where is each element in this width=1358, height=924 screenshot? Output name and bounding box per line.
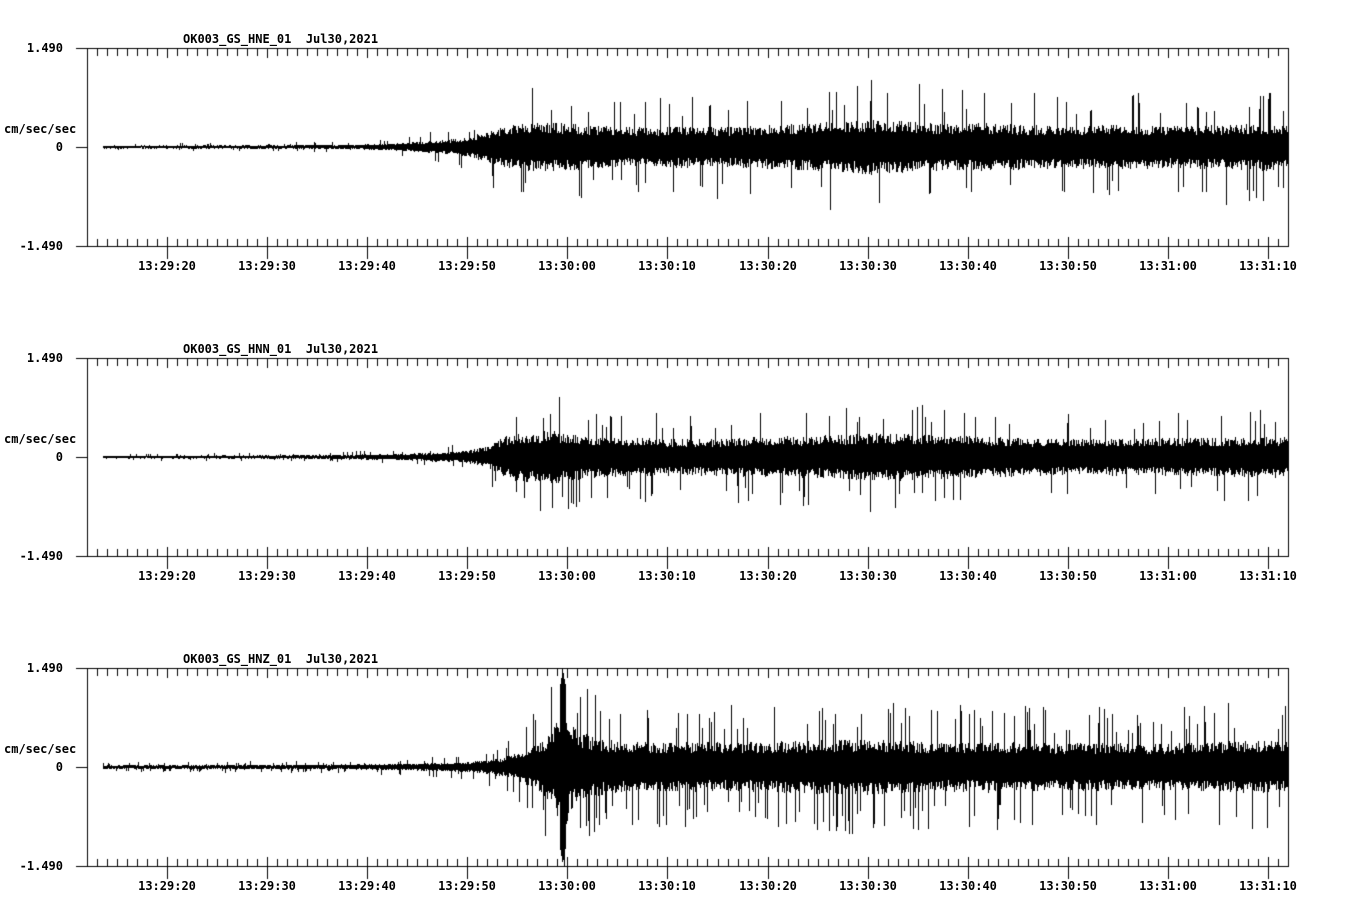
y-zero-label: 0 bbox=[55, 140, 63, 154]
y-zero-label: 0 bbox=[55, 760, 63, 774]
x-tick-label: 13:29:50 bbox=[438, 569, 496, 583]
panel-title: OK003_GS_HNE_01 Jul30,2021 bbox=[183, 32, 379, 46]
x-tick-label: 13:31:10 bbox=[1239, 569, 1297, 583]
x-tick-label: 13:29:40 bbox=[338, 879, 396, 893]
x-tick-label: 13:30:30 bbox=[839, 569, 897, 583]
y-max-label: 1.490 bbox=[26, 41, 63, 55]
x-tick-label: 13:30:50 bbox=[1039, 879, 1097, 893]
x-tick-label: 13:30:00 bbox=[538, 879, 596, 893]
x-tick-label: 13:29:30 bbox=[238, 259, 296, 273]
y-max-label: 1.490 bbox=[26, 351, 63, 365]
x-tick-label: 13:30:30 bbox=[839, 879, 897, 893]
x-tick-label: 13:30:40 bbox=[939, 569, 997, 583]
x-tick-label: 13:29:30 bbox=[238, 569, 296, 583]
x-tick-label: 13:29:40 bbox=[338, 569, 396, 583]
x-tick-label: 13:29:30 bbox=[238, 879, 296, 893]
x-tick-label: 13:31:00 bbox=[1139, 879, 1197, 893]
x-tick-label: 13:31:10 bbox=[1239, 259, 1297, 273]
x-tick-label: 13:30:50 bbox=[1039, 259, 1097, 273]
x-tick-label: 13:30:00 bbox=[538, 569, 596, 583]
x-tick-label: 13:30:30 bbox=[839, 259, 897, 273]
y-max-label: 1.490 bbox=[26, 661, 63, 675]
x-tick-label: 13:30:50 bbox=[1039, 569, 1097, 583]
y-unit-label: cm/sec/sec bbox=[4, 122, 77, 136]
y-zero-label: 0 bbox=[55, 450, 63, 464]
x-tick-label: 13:29:20 bbox=[138, 569, 196, 583]
x-tick-label: 13:31:00 bbox=[1139, 259, 1197, 273]
x-tick-label: 13:30:10 bbox=[638, 879, 696, 893]
x-tick-label: 13:30:20 bbox=[739, 569, 797, 583]
x-tick-label: 13:30:00 bbox=[538, 259, 596, 273]
x-tick-label: 13:31:10 bbox=[1239, 879, 1297, 893]
x-tick-label: 13:31:00 bbox=[1139, 569, 1197, 583]
y-min-label: -1.490 bbox=[19, 239, 63, 253]
x-tick-label: 13:30:20 bbox=[739, 879, 797, 893]
x-tick-label: 13:30:40 bbox=[939, 259, 997, 273]
x-tick-label: 13:30:10 bbox=[638, 259, 696, 273]
x-tick-label: 13:29:20 bbox=[138, 259, 196, 273]
y-min-label: -1.490 bbox=[19, 549, 63, 563]
x-tick-label: 13:29:50 bbox=[438, 879, 496, 893]
panel-title: OK003_GS_HNZ_01 Jul30,2021 bbox=[183, 652, 379, 666]
x-tick-label: 13:29:50 bbox=[438, 259, 496, 273]
y-unit-label: cm/sec/sec bbox=[4, 742, 77, 756]
x-tick-label: 13:30:20 bbox=[739, 259, 797, 273]
x-tick-label: 13:29:20 bbox=[138, 879, 196, 893]
x-tick-label: 13:30:10 bbox=[638, 569, 696, 583]
x-tick-label: 13:29:40 bbox=[338, 259, 396, 273]
y-unit-label: cm/sec/sec bbox=[4, 432, 77, 446]
y-min-label: -1.490 bbox=[19, 859, 63, 873]
x-tick-label: 13:30:40 bbox=[939, 879, 997, 893]
panel-title: OK003_GS_HNN_01 Jul30,2021 bbox=[183, 342, 379, 356]
